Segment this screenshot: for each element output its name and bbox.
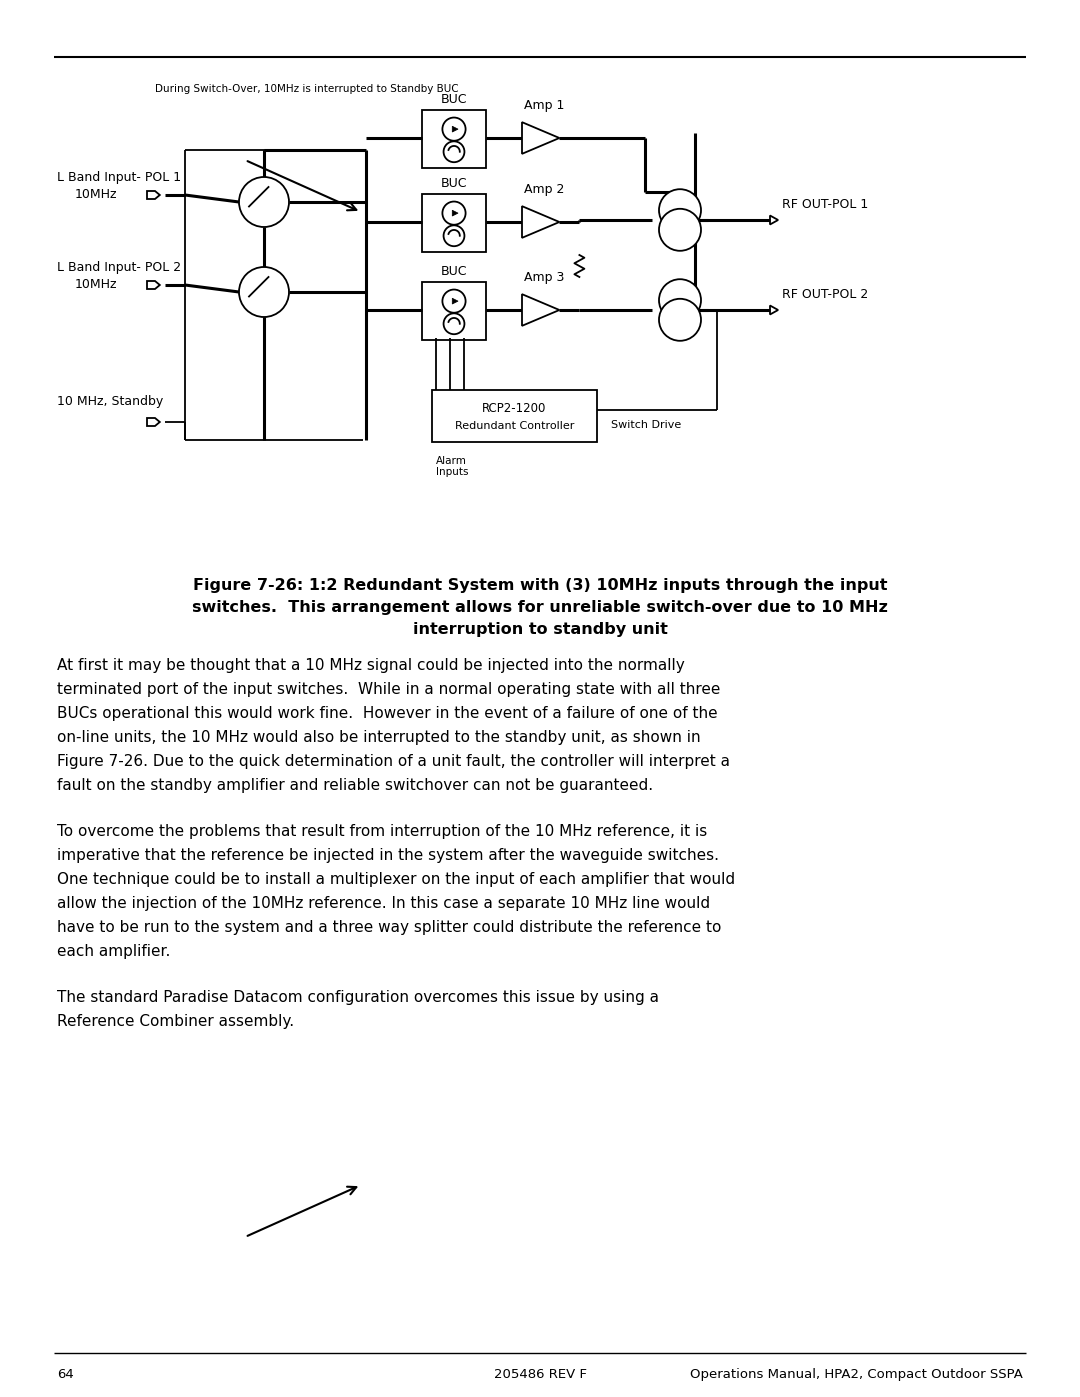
Text: RF OUT-POL 2: RF OUT-POL 2 [782, 289, 868, 302]
Text: fault on the standby amplifier and reliable switchover can not be guaranteed.: fault on the standby amplifier and relia… [57, 778, 653, 793]
Text: L Band Input- POL 1: L Band Input- POL 1 [57, 170, 181, 183]
Text: During Switch-Over, 10MHz is interrupted to Standby BUC: During Switch-Over, 10MHz is interrupted… [156, 84, 459, 94]
Text: Inputs: Inputs [436, 467, 469, 476]
Text: switches.  This arrangement allows for unreliable switch-over due to 10 MHz: switches. This arrangement allows for un… [192, 599, 888, 615]
Text: interruption to standby unit: interruption to standby unit [413, 622, 667, 637]
Text: have to be run to the system and a three way splitter could distribute the refer: have to be run to the system and a three… [57, 921, 721, 935]
Circle shape [659, 279, 701, 321]
Text: BUC: BUC [441, 94, 468, 106]
Circle shape [443, 201, 465, 225]
Text: BUC: BUC [441, 177, 468, 190]
Text: BUC: BUC [441, 265, 468, 278]
Text: 64: 64 [57, 1368, 73, 1382]
Text: Figure 7-26: 1:2 Redundant System with (3) 10MHz inputs through the input: Figure 7-26: 1:2 Redundant System with (… [192, 578, 888, 592]
Text: Amp 3: Amp 3 [524, 271, 565, 284]
Text: The standard Paradise Datacom configuration overcomes this issue by using a: The standard Paradise Datacom configurat… [57, 990, 659, 1004]
Text: To overcome the problems that result from interruption of the 10 MHz reference, : To overcome the problems that result fro… [57, 824, 707, 840]
Text: Figure 7-26. Due to the quick determination of a unit fault, the controller will: Figure 7-26. Due to the quick determinat… [57, 754, 730, 768]
Text: BUCs operational this would work fine.  However in the event of a failure of one: BUCs operational this would work fine. H… [57, 705, 717, 721]
Circle shape [444, 313, 464, 334]
Circle shape [659, 299, 701, 341]
Text: L Band Input- POL 2: L Band Input- POL 2 [57, 260, 181, 274]
Circle shape [239, 177, 289, 226]
Text: each amplifier.: each amplifier. [57, 944, 171, 958]
Text: Switch Drive: Switch Drive [611, 420, 681, 430]
Polygon shape [453, 210, 458, 217]
Circle shape [239, 267, 289, 317]
Circle shape [659, 208, 701, 251]
Text: Reference Combiner assembly.: Reference Combiner assembly. [57, 1014, 294, 1030]
Circle shape [443, 289, 465, 313]
Circle shape [444, 225, 464, 246]
Polygon shape [453, 126, 458, 133]
Polygon shape [522, 122, 559, 154]
Circle shape [444, 141, 464, 162]
Polygon shape [522, 207, 559, 237]
Bar [422, 110, 486, 168]
Bar [422, 194, 486, 251]
Text: Redundant Controller: Redundant Controller [455, 420, 575, 432]
Text: Amp 1: Amp 1 [524, 99, 565, 112]
Polygon shape [522, 295, 559, 326]
Text: At first it may be thought that a 10 MHz signal could be injected into the norma: At first it may be thought that a 10 MHz… [57, 658, 685, 673]
Text: Alarm: Alarm [436, 455, 467, 467]
Circle shape [659, 189, 701, 231]
Polygon shape [453, 298, 458, 305]
Bar [422, 282, 486, 339]
Text: 10 MHz, Standby: 10 MHz, Standby [57, 395, 163, 408]
Text: 10MHz: 10MHz [75, 189, 118, 201]
Text: terminated port of the input switches.  While in a normal operating state with a: terminated port of the input switches. W… [57, 682, 720, 697]
Text: RCP2-1200: RCP2-1200 [483, 401, 546, 415]
Circle shape [443, 117, 465, 141]
Text: RF OUT-POL 1: RF OUT-POL 1 [782, 198, 868, 211]
Text: allow the injection of the 10MHz reference. In this case a separate 10 MHz line : allow the injection of the 10MHz referen… [57, 895, 711, 911]
Text: One technique could be to install a multiplexer on the input of each amplifier t: One technique could be to install a mult… [57, 872, 735, 887]
Bar [432, 390, 597, 441]
Text: Operations Manual, HPA2, Compact Outdoor SSPA: Operations Manual, HPA2, Compact Outdoor… [690, 1368, 1023, 1382]
Text: imperative that the reference be injected in the system after the waveguide swit: imperative that the reference be injecte… [57, 848, 719, 863]
Text: Amp 2: Amp 2 [524, 183, 565, 196]
Text: 10MHz: 10MHz [75, 278, 118, 292]
Text: on-line units, the 10 MHz would also be interrupted to the standby unit, as show: on-line units, the 10 MHz would also be … [57, 731, 701, 745]
Text: 205486 REV F: 205486 REV F [494, 1368, 586, 1382]
